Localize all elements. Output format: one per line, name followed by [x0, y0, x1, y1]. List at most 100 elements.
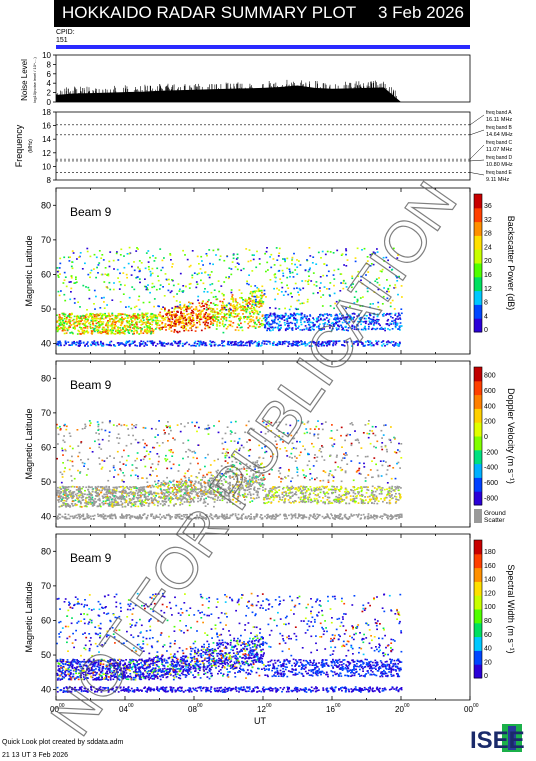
data-cell: [78, 490, 80, 493]
data-cell: [187, 318, 190, 320]
data-cell: [86, 247, 89, 250]
data-cell: [253, 487, 256, 490]
data-cell: [345, 253, 347, 256]
data-cell: [343, 340, 346, 342]
data-cell: [378, 277, 380, 279]
data-cell: [87, 273, 90, 276]
data-cell: [261, 315, 264, 317]
data-cell: [70, 287, 73, 290]
data-cell: [108, 435, 111, 437]
data-cell: [61, 312, 64, 315]
data-cell: [120, 329, 122, 331]
data-cell: [293, 341, 296, 343]
data-cell: [56, 270, 59, 273]
data-cell: [202, 316, 205, 318]
data-cell: [94, 320, 97, 322]
data-cell: [341, 326, 343, 328]
data-cell: [360, 319, 362, 321]
data-cell: [266, 323, 269, 325]
data-cell: [87, 458, 90, 461]
data-cell: [196, 255, 199, 258]
data-cell: [335, 300, 338, 303]
data-cell: [148, 301, 151, 304]
data-cell: [246, 280, 248, 283]
data-cell: [207, 471, 210, 474]
data-cell: [63, 502, 65, 505]
data-cell: [271, 319, 273, 322]
data-cell: [168, 480, 171, 483]
data-cell: [214, 320, 216, 322]
data-cell: [121, 313, 124, 315]
data-cell: [179, 272, 182, 275]
data-cell: [203, 491, 205, 493]
data-cell: [241, 297, 243, 299]
data-cell: [80, 328, 83, 330]
data-cell: [257, 289, 260, 292]
data-cell: [176, 331, 179, 334]
data-cell: [247, 260, 250, 263]
data-cell: [179, 304, 182, 307]
data-cell: [92, 324, 95, 326]
data-cell: [160, 308, 163, 310]
data-cell: [154, 436, 157, 438]
data-cell: [308, 268, 311, 271]
data-cell: [190, 344, 193, 347]
data-cell: [301, 317, 304, 320]
data-cell: [213, 490, 216, 492]
data-cell: [146, 312, 149, 315]
data-cell: [77, 343, 80, 345]
data-cell: [90, 269, 93, 272]
data-cell: [254, 322, 256, 325]
data-cell: [293, 313, 296, 315]
data-cell: [101, 466, 104, 469]
data-cell: [133, 495, 135, 498]
data-cell: [181, 312, 184, 315]
data-cell: [136, 332, 138, 334]
data-cell: [131, 503, 134, 505]
data-cell: [258, 482, 261, 484]
data-cell: [121, 342, 123, 344]
data-cell: [256, 286, 259, 289]
data-cell: [178, 321, 181, 323]
data-cell: [81, 487, 83, 490]
data-cell: [351, 327, 353, 330]
data-cell: [238, 491, 241, 493]
data-cell: [233, 342, 236, 345]
data-cell: [264, 324, 266, 326]
data-cell: [186, 258, 189, 261]
data-cell: [119, 342, 122, 345]
data-cell: [391, 328, 394, 330]
data-cell: [115, 316, 117, 319]
data-cell: [146, 317, 148, 319]
data-cell: [203, 485, 206, 488]
data-cell: [94, 330, 96, 333]
data-cell: [105, 324, 107, 327]
data-cell: [78, 342, 81, 345]
data-cell: [159, 503, 162, 505]
data-cell: [212, 481, 215, 483]
data-cell: [199, 487, 202, 490]
data-cell: [101, 345, 103, 347]
data-cell: [303, 314, 306, 316]
data-cell: [397, 344, 399, 347]
data-cell: [375, 321, 378, 323]
data-cell: [199, 340, 201, 343]
data-cell: [114, 325, 116, 328]
data-cell: [273, 314, 276, 317]
data-cell: [123, 496, 125, 498]
data-cell: [115, 329, 118, 332]
data-cell: [74, 503, 77, 505]
data-cell: [57, 340, 60, 343]
data-cell: [364, 328, 367, 330]
data-cell: [317, 292, 319, 294]
data-cell: [376, 248, 378, 250]
data-cell: [322, 323, 325, 325]
data-cell: [108, 421, 111, 424]
data-cell: [302, 316, 305, 318]
data-cell: [246, 344, 248, 347]
data-cell: [223, 305, 225, 308]
data-cell: [126, 321, 129, 324]
data-cell: [260, 322, 263, 325]
data-cell: [320, 314, 323, 316]
data-cell: [179, 303, 182, 306]
